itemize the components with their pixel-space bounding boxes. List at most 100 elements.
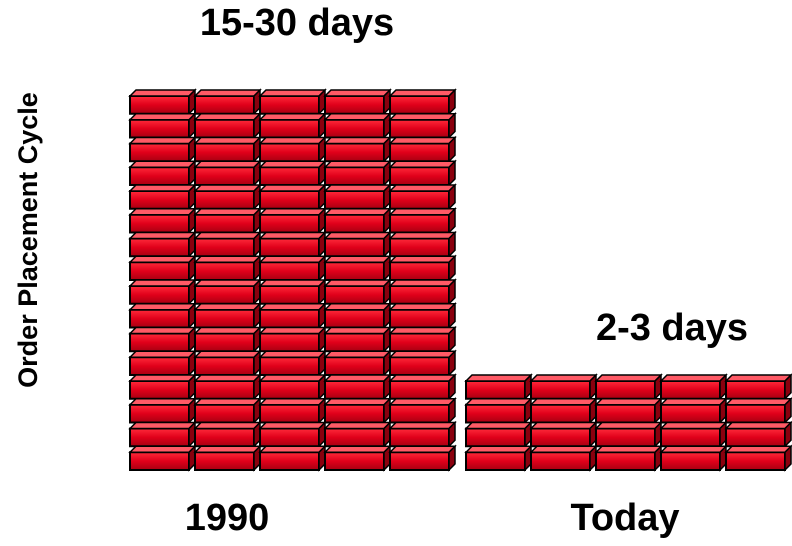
brick-front	[325, 262, 384, 280]
brick-front	[325, 286, 384, 304]
brick-front	[260, 334, 319, 352]
brick-top	[390, 280, 455, 286]
brick-front	[195, 334, 254, 352]
brick-front	[726, 405, 785, 423]
brick-top	[260, 399, 325, 405]
brick-front	[390, 334, 449, 352]
brick-front	[260, 357, 319, 375]
brick-front	[325, 334, 384, 352]
brick-top	[661, 399, 726, 405]
brick-top	[195, 351, 260, 357]
brick-front	[390, 215, 449, 233]
brick-front	[596, 405, 655, 423]
brick-top	[325, 233, 390, 239]
brick-front	[130, 191, 189, 209]
brick-top	[325, 446, 390, 452]
brick-front	[130, 167, 189, 185]
brick-front	[260, 405, 319, 423]
brick-top	[260, 351, 325, 357]
annotation: 15-30 days	[200, 2, 394, 44]
brick-front	[130, 215, 189, 233]
brick-top	[260, 256, 325, 262]
brick-top	[325, 209, 390, 215]
brick-front	[466, 452, 525, 470]
brick-front	[195, 191, 254, 209]
brick-top	[726, 423, 791, 429]
brick-front	[130, 381, 189, 399]
brick-front	[195, 120, 254, 138]
brick-top	[195, 399, 260, 405]
brick-front	[390, 167, 449, 185]
brick-top	[130, 328, 195, 334]
brick-front	[325, 429, 384, 447]
brick-top	[390, 90, 455, 96]
brick-front	[390, 452, 449, 470]
brick-front	[130, 96, 189, 114]
brick-top	[325, 161, 390, 167]
brick-top	[130, 233, 195, 239]
brick-front	[596, 429, 655, 447]
brick-top	[390, 138, 455, 144]
brick-top	[195, 233, 260, 239]
brick-front	[195, 215, 254, 233]
brick-front	[195, 429, 254, 447]
brick-top	[195, 280, 260, 286]
brick-top	[466, 446, 531, 452]
brick-top	[260, 423, 325, 429]
brick-top	[195, 375, 260, 381]
brick-top	[390, 233, 455, 239]
brick-front	[596, 452, 655, 470]
brick-front	[260, 96, 319, 114]
brick-top	[325, 138, 390, 144]
brick-top	[661, 423, 726, 429]
brick-top	[325, 328, 390, 334]
brick-front	[195, 381, 254, 399]
brick-front	[726, 452, 785, 470]
brick-top	[531, 423, 596, 429]
brick-front	[726, 429, 785, 447]
brick-front	[325, 452, 384, 470]
brick-front	[325, 96, 384, 114]
brick-top	[260, 161, 325, 167]
brick-top	[195, 209, 260, 215]
category-label: 1990	[185, 497, 270, 539]
brick-front	[130, 429, 189, 447]
brick-top	[195, 185, 260, 191]
brick-front	[195, 357, 254, 375]
brick-front	[260, 167, 319, 185]
brick-top	[390, 399, 455, 405]
brick-front	[390, 191, 449, 209]
brick-top	[260, 304, 325, 310]
brick-top	[390, 375, 455, 381]
brick-top	[325, 423, 390, 429]
brick-top	[325, 90, 390, 96]
brick-top	[390, 256, 455, 262]
brick-front	[130, 310, 189, 328]
brick-front	[726, 381, 785, 399]
brick-front	[390, 96, 449, 114]
brick-front	[195, 144, 254, 162]
annotation: 2-3 days	[596, 307, 748, 349]
brick-top	[325, 399, 390, 405]
brick-top	[596, 399, 661, 405]
brick-top	[726, 399, 791, 405]
brick-top	[390, 114, 455, 120]
brick-front	[661, 429, 720, 447]
brick-top	[325, 304, 390, 310]
brick-top	[661, 375, 726, 381]
brick-front	[390, 239, 449, 257]
brick-front	[325, 144, 384, 162]
brick-front	[195, 310, 254, 328]
brick-front	[325, 120, 384, 138]
brick-front	[325, 381, 384, 399]
brick-top	[130, 209, 195, 215]
brick-top	[390, 185, 455, 191]
brick-top	[325, 375, 390, 381]
brick-top	[260, 375, 325, 381]
brick-top	[130, 304, 195, 310]
category-label: Today	[570, 497, 679, 539]
brick-top	[390, 304, 455, 310]
brick-top	[130, 399, 195, 405]
brick-front	[130, 262, 189, 280]
brick-front	[661, 405, 720, 423]
